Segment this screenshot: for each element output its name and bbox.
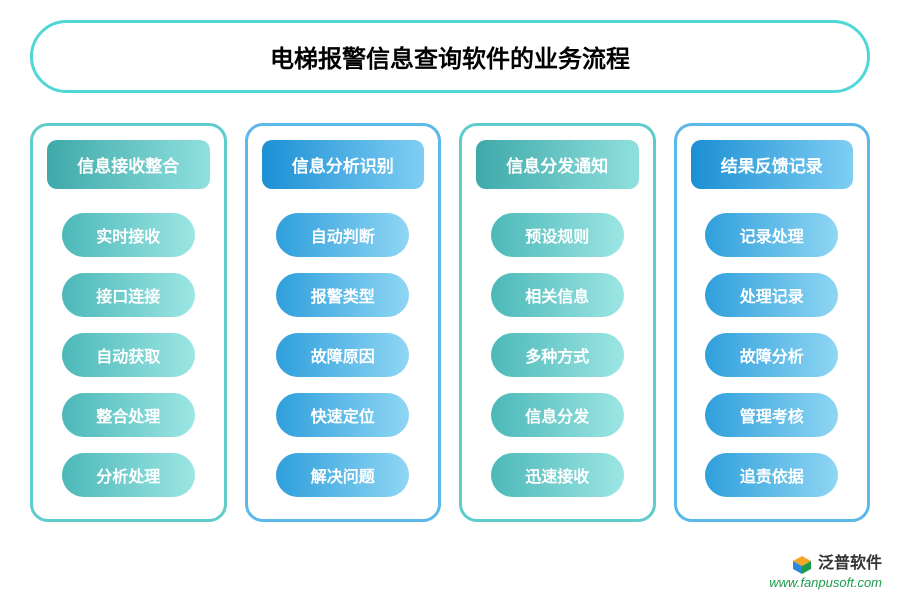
process-column: 结果反馈记录记录处理处理记录故障分析管理考核追责依据 xyxy=(674,123,871,522)
process-column: 信息分发通知预设规则相关信息多种方式信息分发迅速接收 xyxy=(459,123,656,522)
watermark-url: www.fanpusoft.com xyxy=(769,575,882,592)
column-item: 相关信息 xyxy=(491,273,624,317)
column-header: 结果反馈记录 xyxy=(691,140,854,189)
column-header: 信息接收整合 xyxy=(47,140,210,189)
column-item: 快速定位 xyxy=(276,393,409,437)
column-item: 自动判断 xyxy=(276,213,409,257)
column-item: 故障分析 xyxy=(705,333,838,377)
column-item: 自动获取 xyxy=(62,333,195,377)
watermark-brand-line: 泛普软件 xyxy=(769,554,882,575)
column-item: 实时接收 xyxy=(62,213,195,257)
column-item: 接口连接 xyxy=(62,273,195,317)
column-item: 解决问题 xyxy=(276,453,409,497)
column-item: 报警类型 xyxy=(276,273,409,317)
column-item: 预设规则 xyxy=(491,213,624,257)
columns-container: 信息接收整合实时接收接口连接自动获取整合处理分析处理信息分析识别自动判断报警类型… xyxy=(30,123,870,522)
column-item: 追责依据 xyxy=(705,453,838,497)
watermark: 泛普软件 www.fanpusoft.com xyxy=(769,554,882,592)
process-column: 信息分析识别自动判断报警类型故障原因快速定位解决问题 xyxy=(245,123,442,522)
column-item: 管理考核 xyxy=(705,393,838,437)
column-item: 分析处理 xyxy=(62,453,195,497)
column-header: 信息分析识别 xyxy=(262,140,425,189)
cube-icon xyxy=(792,555,812,575)
column-item: 迅速接收 xyxy=(491,453,624,497)
column-item: 信息分发 xyxy=(491,393,624,437)
column-item: 故障原因 xyxy=(276,333,409,377)
process-column: 信息接收整合实时接收接口连接自动获取整合处理分析处理 xyxy=(30,123,227,522)
title-box: 电梯报警信息查询软件的业务流程 xyxy=(30,20,870,93)
column-item: 处理记录 xyxy=(705,273,838,317)
column-item: 多种方式 xyxy=(491,333,624,377)
column-item: 整合处理 xyxy=(62,393,195,437)
column-item: 记录处理 xyxy=(705,213,838,257)
column-header: 信息分发通知 xyxy=(476,140,639,189)
page-title: 电梯报警信息查询软件的业务流程 xyxy=(270,46,630,73)
watermark-brand: 泛普软件 xyxy=(818,554,882,575)
